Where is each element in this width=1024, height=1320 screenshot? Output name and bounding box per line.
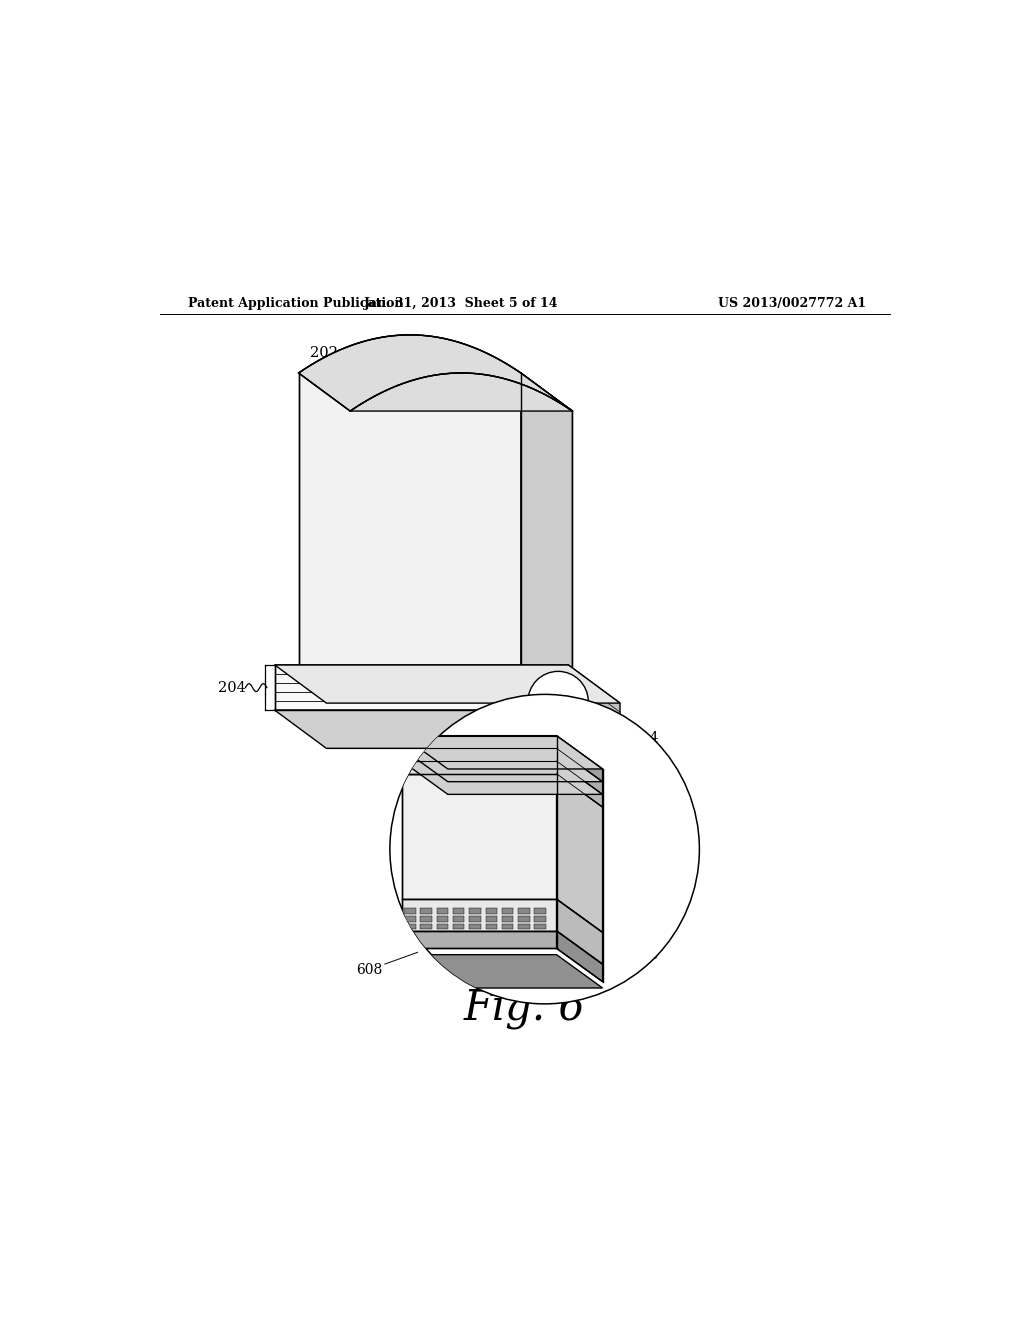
Text: 602: 602	[604, 829, 658, 843]
Polygon shape	[535, 916, 546, 921]
Polygon shape	[436, 908, 449, 913]
Polygon shape	[453, 916, 465, 921]
Polygon shape	[299, 374, 572, 411]
Text: Fig. 6: Fig. 6	[464, 989, 586, 1031]
Text: 604: 604	[604, 915, 658, 929]
Polygon shape	[557, 774, 602, 932]
Circle shape	[390, 694, 699, 1005]
Polygon shape	[401, 735, 602, 770]
Polygon shape	[401, 762, 602, 795]
Polygon shape	[403, 924, 416, 929]
Text: 610: 610	[604, 756, 658, 784]
Polygon shape	[485, 924, 497, 929]
Polygon shape	[401, 762, 557, 774]
Polygon shape	[485, 908, 497, 913]
Polygon shape	[535, 924, 546, 929]
Polygon shape	[535, 908, 546, 913]
Text: 606: 606	[604, 940, 658, 962]
Text: 608: 608	[355, 952, 418, 977]
Polygon shape	[518, 924, 529, 929]
Text: 202: 202	[310, 346, 352, 370]
Polygon shape	[401, 735, 557, 748]
Polygon shape	[401, 774, 557, 899]
Polygon shape	[436, 924, 449, 929]
Polygon shape	[469, 924, 480, 929]
Polygon shape	[557, 735, 602, 781]
Polygon shape	[420, 908, 432, 913]
Polygon shape	[557, 748, 602, 795]
Polygon shape	[401, 899, 557, 931]
Polygon shape	[518, 916, 529, 921]
Polygon shape	[502, 924, 513, 929]
Polygon shape	[401, 954, 602, 987]
Polygon shape	[420, 916, 432, 921]
Polygon shape	[401, 748, 602, 781]
Text: US 2013/0027772 A1: US 2013/0027772 A1	[718, 297, 866, 310]
Text: Jan. 31, 2013  Sheet 5 of 14: Jan. 31, 2013 Sheet 5 of 14	[365, 297, 558, 310]
Text: 614: 614	[604, 731, 658, 759]
Polygon shape	[403, 916, 416, 921]
Polygon shape	[299, 374, 521, 667]
Polygon shape	[274, 710, 621, 748]
Text: Patent Application Publication: Patent Application Publication	[187, 297, 403, 310]
Polygon shape	[401, 931, 557, 948]
Polygon shape	[557, 931, 602, 982]
Polygon shape	[403, 908, 416, 913]
Polygon shape	[557, 899, 602, 964]
Polygon shape	[518, 908, 529, 913]
Polygon shape	[568, 665, 621, 748]
Polygon shape	[299, 335, 572, 411]
Polygon shape	[469, 908, 480, 913]
Polygon shape	[521, 374, 572, 705]
Polygon shape	[420, 924, 432, 929]
Polygon shape	[469, 916, 480, 921]
Polygon shape	[436, 916, 449, 921]
Polygon shape	[453, 908, 465, 913]
Text: 612: 612	[604, 743, 658, 771]
Polygon shape	[274, 665, 621, 704]
Polygon shape	[485, 916, 497, 921]
Circle shape	[528, 672, 588, 731]
Polygon shape	[401, 748, 557, 762]
Polygon shape	[502, 908, 513, 913]
Text: 204: 204	[217, 681, 246, 694]
Polygon shape	[453, 924, 465, 929]
Polygon shape	[502, 916, 513, 921]
Polygon shape	[557, 762, 602, 807]
Polygon shape	[274, 665, 568, 710]
